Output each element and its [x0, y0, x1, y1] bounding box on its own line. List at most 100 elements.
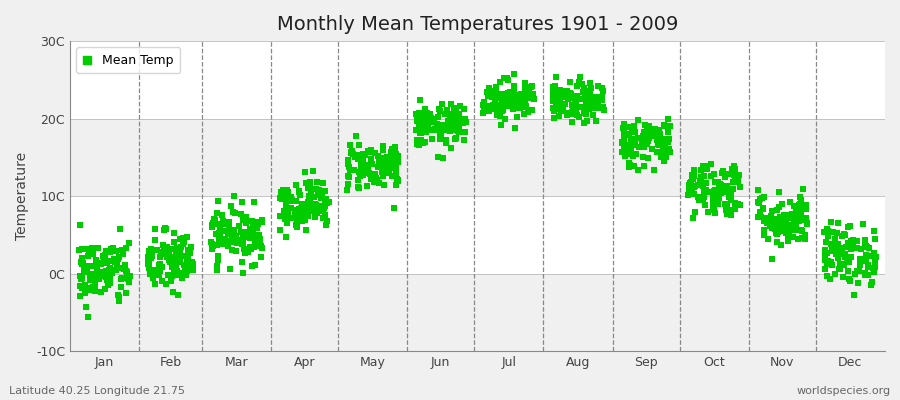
Point: [412, 110, 427, 117]
Point: [155, 278, 169, 284]
Point: [617, 132, 632, 138]
Point: [776, 215, 790, 222]
Point: [389, 165, 403, 171]
Point: [109, 256, 123, 262]
Point: [301, 185, 315, 191]
Point: [98, 248, 112, 255]
Point: [239, 228, 254, 235]
Point: [382, 166, 396, 173]
Point: [144, 268, 158, 275]
Point: [794, 214, 808, 220]
Point: [180, 255, 194, 262]
Point: [564, 119, 579, 125]
Point: [545, 93, 560, 100]
Point: [617, 152, 632, 159]
Point: [281, 189, 295, 196]
Point: [441, 120, 455, 126]
Point: [385, 152, 400, 159]
Point: [644, 146, 659, 152]
Point: [858, 270, 872, 276]
Point: [346, 151, 360, 158]
Point: [774, 242, 788, 248]
Point: [302, 213, 316, 219]
Point: [595, 84, 609, 91]
Point: [410, 112, 425, 118]
Point: [787, 220, 801, 226]
Point: [652, 126, 667, 133]
Point: [642, 126, 656, 133]
Point: [180, 268, 194, 274]
Point: [634, 142, 649, 149]
Point: [97, 273, 112, 279]
Point: [651, 141, 665, 147]
Point: [410, 114, 424, 120]
Point: [292, 188, 307, 194]
Point: [617, 135, 632, 142]
Point: [620, 124, 634, 130]
Point: [412, 120, 427, 127]
Point: [683, 188, 698, 194]
Point: [765, 208, 779, 214]
Point: [415, 125, 429, 132]
Point: [842, 244, 856, 250]
Point: [656, 122, 670, 128]
Point: [419, 120, 434, 126]
Point: [788, 215, 803, 221]
Point: [239, 214, 254, 220]
Point: [588, 102, 602, 108]
Point: [828, 236, 842, 242]
Point: [774, 220, 788, 226]
Point: [522, 88, 536, 94]
Point: [858, 237, 872, 244]
Point: [207, 216, 221, 223]
Point: [312, 188, 327, 194]
Point: [637, 128, 652, 135]
Point: [119, 268, 133, 274]
Point: [433, 108, 447, 114]
Point: [90, 259, 104, 266]
Point: [87, 284, 102, 290]
Point: [793, 217, 807, 224]
Point: [622, 130, 636, 137]
Point: [518, 103, 532, 110]
Point: [482, 108, 496, 114]
Point: [314, 203, 328, 209]
Point: [508, 91, 522, 98]
Point: [142, 256, 157, 262]
Point: [92, 276, 106, 282]
Point: [640, 130, 654, 137]
Point: [514, 90, 528, 97]
Point: [508, 125, 522, 132]
Point: [205, 241, 220, 248]
Point: [83, 274, 97, 280]
Point: [520, 109, 535, 115]
Point: [793, 194, 807, 201]
Point: [711, 179, 725, 186]
Point: [254, 254, 268, 260]
Point: [681, 185, 696, 192]
Point: [389, 182, 403, 189]
Point: [481, 92, 495, 99]
Point: [757, 232, 771, 238]
Point: [300, 208, 314, 214]
Point: [173, 250, 187, 257]
Point: [210, 221, 224, 227]
Point: [859, 243, 873, 249]
Point: [141, 250, 156, 256]
Point: [289, 182, 303, 188]
Point: [346, 166, 361, 173]
Point: [255, 217, 269, 223]
Point: [779, 230, 794, 236]
Point: [660, 154, 674, 160]
Point: [552, 113, 566, 119]
Point: [657, 138, 671, 144]
Point: [147, 270, 161, 276]
Point: [477, 99, 491, 105]
Point: [640, 140, 654, 146]
Point: [858, 270, 872, 277]
Point: [121, 276, 135, 282]
Point: [508, 71, 522, 78]
Point: [687, 169, 701, 175]
Point: [697, 195, 711, 202]
Point: [829, 240, 843, 247]
